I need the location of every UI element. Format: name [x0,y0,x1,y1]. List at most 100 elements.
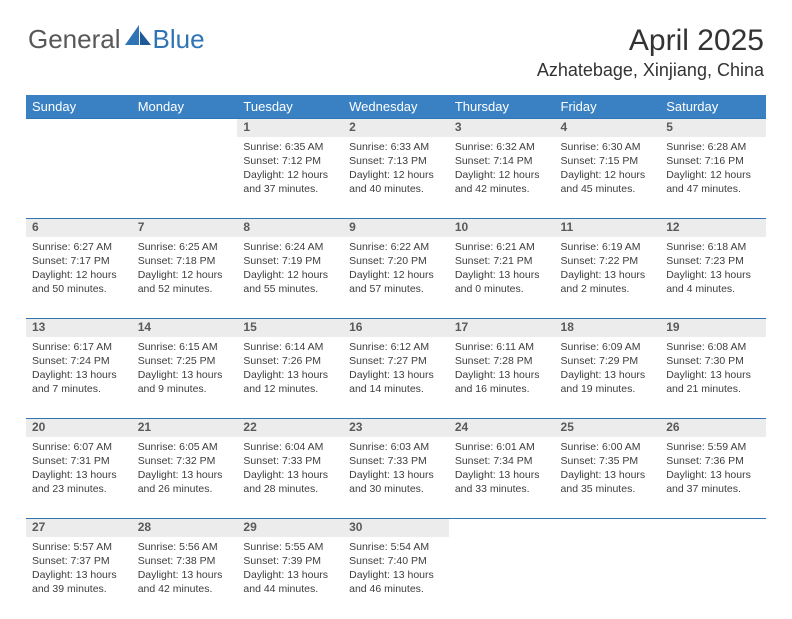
sunrise-value: 6:18 AM [708,241,747,253]
day-body-cell: Sunrise: 6:30 AMSunset: 7:15 PMDaylight:… [555,137,661,219]
daylight-line1: 12 hours [287,169,328,181]
sunset-label: Sunset: [666,155,702,167]
sunset-label: Sunset: [349,355,385,367]
day-body-cell: Sunrise: 5:57 AMSunset: 7:37 PMDaylight:… [26,537,132,619]
sunrise-label: Sunrise: [138,341,177,353]
day-number-cell: 15 [237,319,343,337]
day-body-cell: Sunrise: 6:07 AMSunset: 7:31 PMDaylight:… [26,437,132,519]
day-number-cell: 12 [660,219,766,237]
day-body-cell: Sunrise: 6:04 AMSunset: 7:33 PMDaylight:… [237,437,343,519]
day-body-cell: Sunrise: 6:33 AMSunset: 7:13 PMDaylight:… [343,137,449,219]
sunset-label: Sunset: [138,455,174,467]
daylight-line1: 12 hours [393,169,434,181]
sunrise-value: 6:07 AM [73,441,112,453]
daylight-line2: and 35 minutes. [561,483,636,495]
day-number-cell: 11 [555,219,661,237]
calendar-table: SundayMondayTuesdayWednesdayThursdayFrid… [26,95,766,619]
sunrise-value: 6:28 AM [708,141,747,153]
day-body-cell: Sunrise: 6:21 AMSunset: 7:21 PMDaylight:… [449,237,555,319]
day-number-cell: 24 [449,419,555,437]
sunrise-label: Sunrise: [138,241,177,253]
sunset-label: Sunset: [32,455,68,467]
sunrise-value: 5:59 AM [708,441,747,453]
day-body-cell: Sunrise: 6:00 AMSunset: 7:35 PMDaylight:… [555,437,661,519]
sunset-value: 7:27 PM [388,355,427,367]
daylight-line2: and 37 minutes. [243,183,318,195]
daylight-line1: 13 hours [181,369,222,381]
daylight-line1: 13 hours [287,369,328,381]
sunset-label: Sunset: [243,355,279,367]
sunset-value: 7:23 PM [705,255,744,267]
sunrise-value: 6:27 AM [73,241,112,253]
daylight-label: Daylight: [243,369,284,381]
daylight-line1: 12 hours [393,269,434,281]
sunrise-value: 6:17 AM [73,341,112,353]
weekday-header: Sunday [26,95,132,119]
daylight-label: Daylight: [561,169,602,181]
sunset-value: 7:33 PM [282,455,321,467]
day-body-cell: Sunrise: 5:54 AMSunset: 7:40 PMDaylight:… [343,537,449,619]
sunrise-value: 5:55 AM [285,541,324,553]
daylight-label: Daylight: [666,369,707,381]
day-number-cell: 4 [555,119,661,137]
day-body-cell: Sunrise: 6:35 AMSunset: 7:12 PMDaylight:… [237,137,343,219]
day-body-cell [132,137,238,219]
day-number-cell [555,519,661,537]
daylight-label: Daylight: [561,469,602,481]
day-body-cell: Sunrise: 5:55 AMSunset: 7:39 PMDaylight:… [237,537,343,619]
sunrise-label: Sunrise: [561,341,600,353]
logo-text-blue: Blue [153,24,205,55]
sunrise-value: 6:21 AM [496,241,535,253]
day-body-cell: Sunrise: 6:08 AMSunset: 7:30 PMDaylight:… [660,337,766,419]
daylight-line2: and 2 minutes. [561,283,630,295]
day-number-cell: 29 [237,519,343,537]
weekday-header: Monday [132,95,238,119]
sunrise-value: 6:15 AM [179,341,218,353]
sunset-value: 7:33 PM [388,455,427,467]
day-number-cell: 25 [555,419,661,437]
sunset-value: 7:16 PM [705,155,744,167]
sunset-label: Sunset: [349,555,385,567]
day-body-cell: Sunrise: 5:56 AMSunset: 7:38 PMDaylight:… [132,537,238,619]
sunset-value: 7:18 PM [176,255,215,267]
daylight-line1: 13 hours [710,469,751,481]
sunrise-value: 6:03 AM [391,441,430,453]
sunset-value: 7:28 PM [493,355,532,367]
daylight-label: Daylight: [32,569,73,581]
sunrise-label: Sunrise: [455,141,494,153]
sunrise-label: Sunrise: [32,441,71,453]
sunrise-label: Sunrise: [138,541,177,553]
sunrise-value: 6:11 AM [496,341,534,353]
daylight-label: Daylight: [138,569,179,581]
daylight-line1: 12 hours [76,269,117,281]
day-body-cell: Sunrise: 6:19 AMSunset: 7:22 PMDaylight:… [555,237,661,319]
sunrise-label: Sunrise: [349,341,388,353]
daylight-label: Daylight: [243,269,284,281]
daylight-line2: and 37 minutes. [666,483,741,495]
sunset-label: Sunset: [32,555,68,567]
daylight-line2: and 57 minutes. [349,283,424,295]
sunrise-value: 6:05 AM [179,441,218,453]
sunrise-value: 6:19 AM [602,241,641,253]
sunset-value: 7:37 PM [71,555,110,567]
day-body-cell [555,537,661,619]
day-number-cell [449,519,555,537]
sunrise-label: Sunrise: [32,341,71,353]
day-body-row: Sunrise: 6:27 AMSunset: 7:17 PMDaylight:… [26,237,766,319]
daylight-line1: 13 hours [499,269,540,281]
daylight-line2: and 21 minutes. [666,383,741,395]
sunrise-label: Sunrise: [349,541,388,553]
sunset-label: Sunset: [666,455,702,467]
daylight-label: Daylight: [138,369,179,381]
weekday-header: Saturday [660,95,766,119]
sunrise-value: 6:00 AM [602,441,641,453]
sunrise-label: Sunrise: [243,341,282,353]
day-number-cell: 20 [26,419,132,437]
logo-sail-icon [125,25,151,45]
weekday-header: Wednesday [343,95,449,119]
sunrise-label: Sunrise: [561,241,600,253]
day-number-cell: 28 [132,519,238,537]
sunrise-label: Sunrise: [243,441,282,453]
daylight-line1: 12 hours [287,269,328,281]
sunset-label: Sunset: [32,355,68,367]
